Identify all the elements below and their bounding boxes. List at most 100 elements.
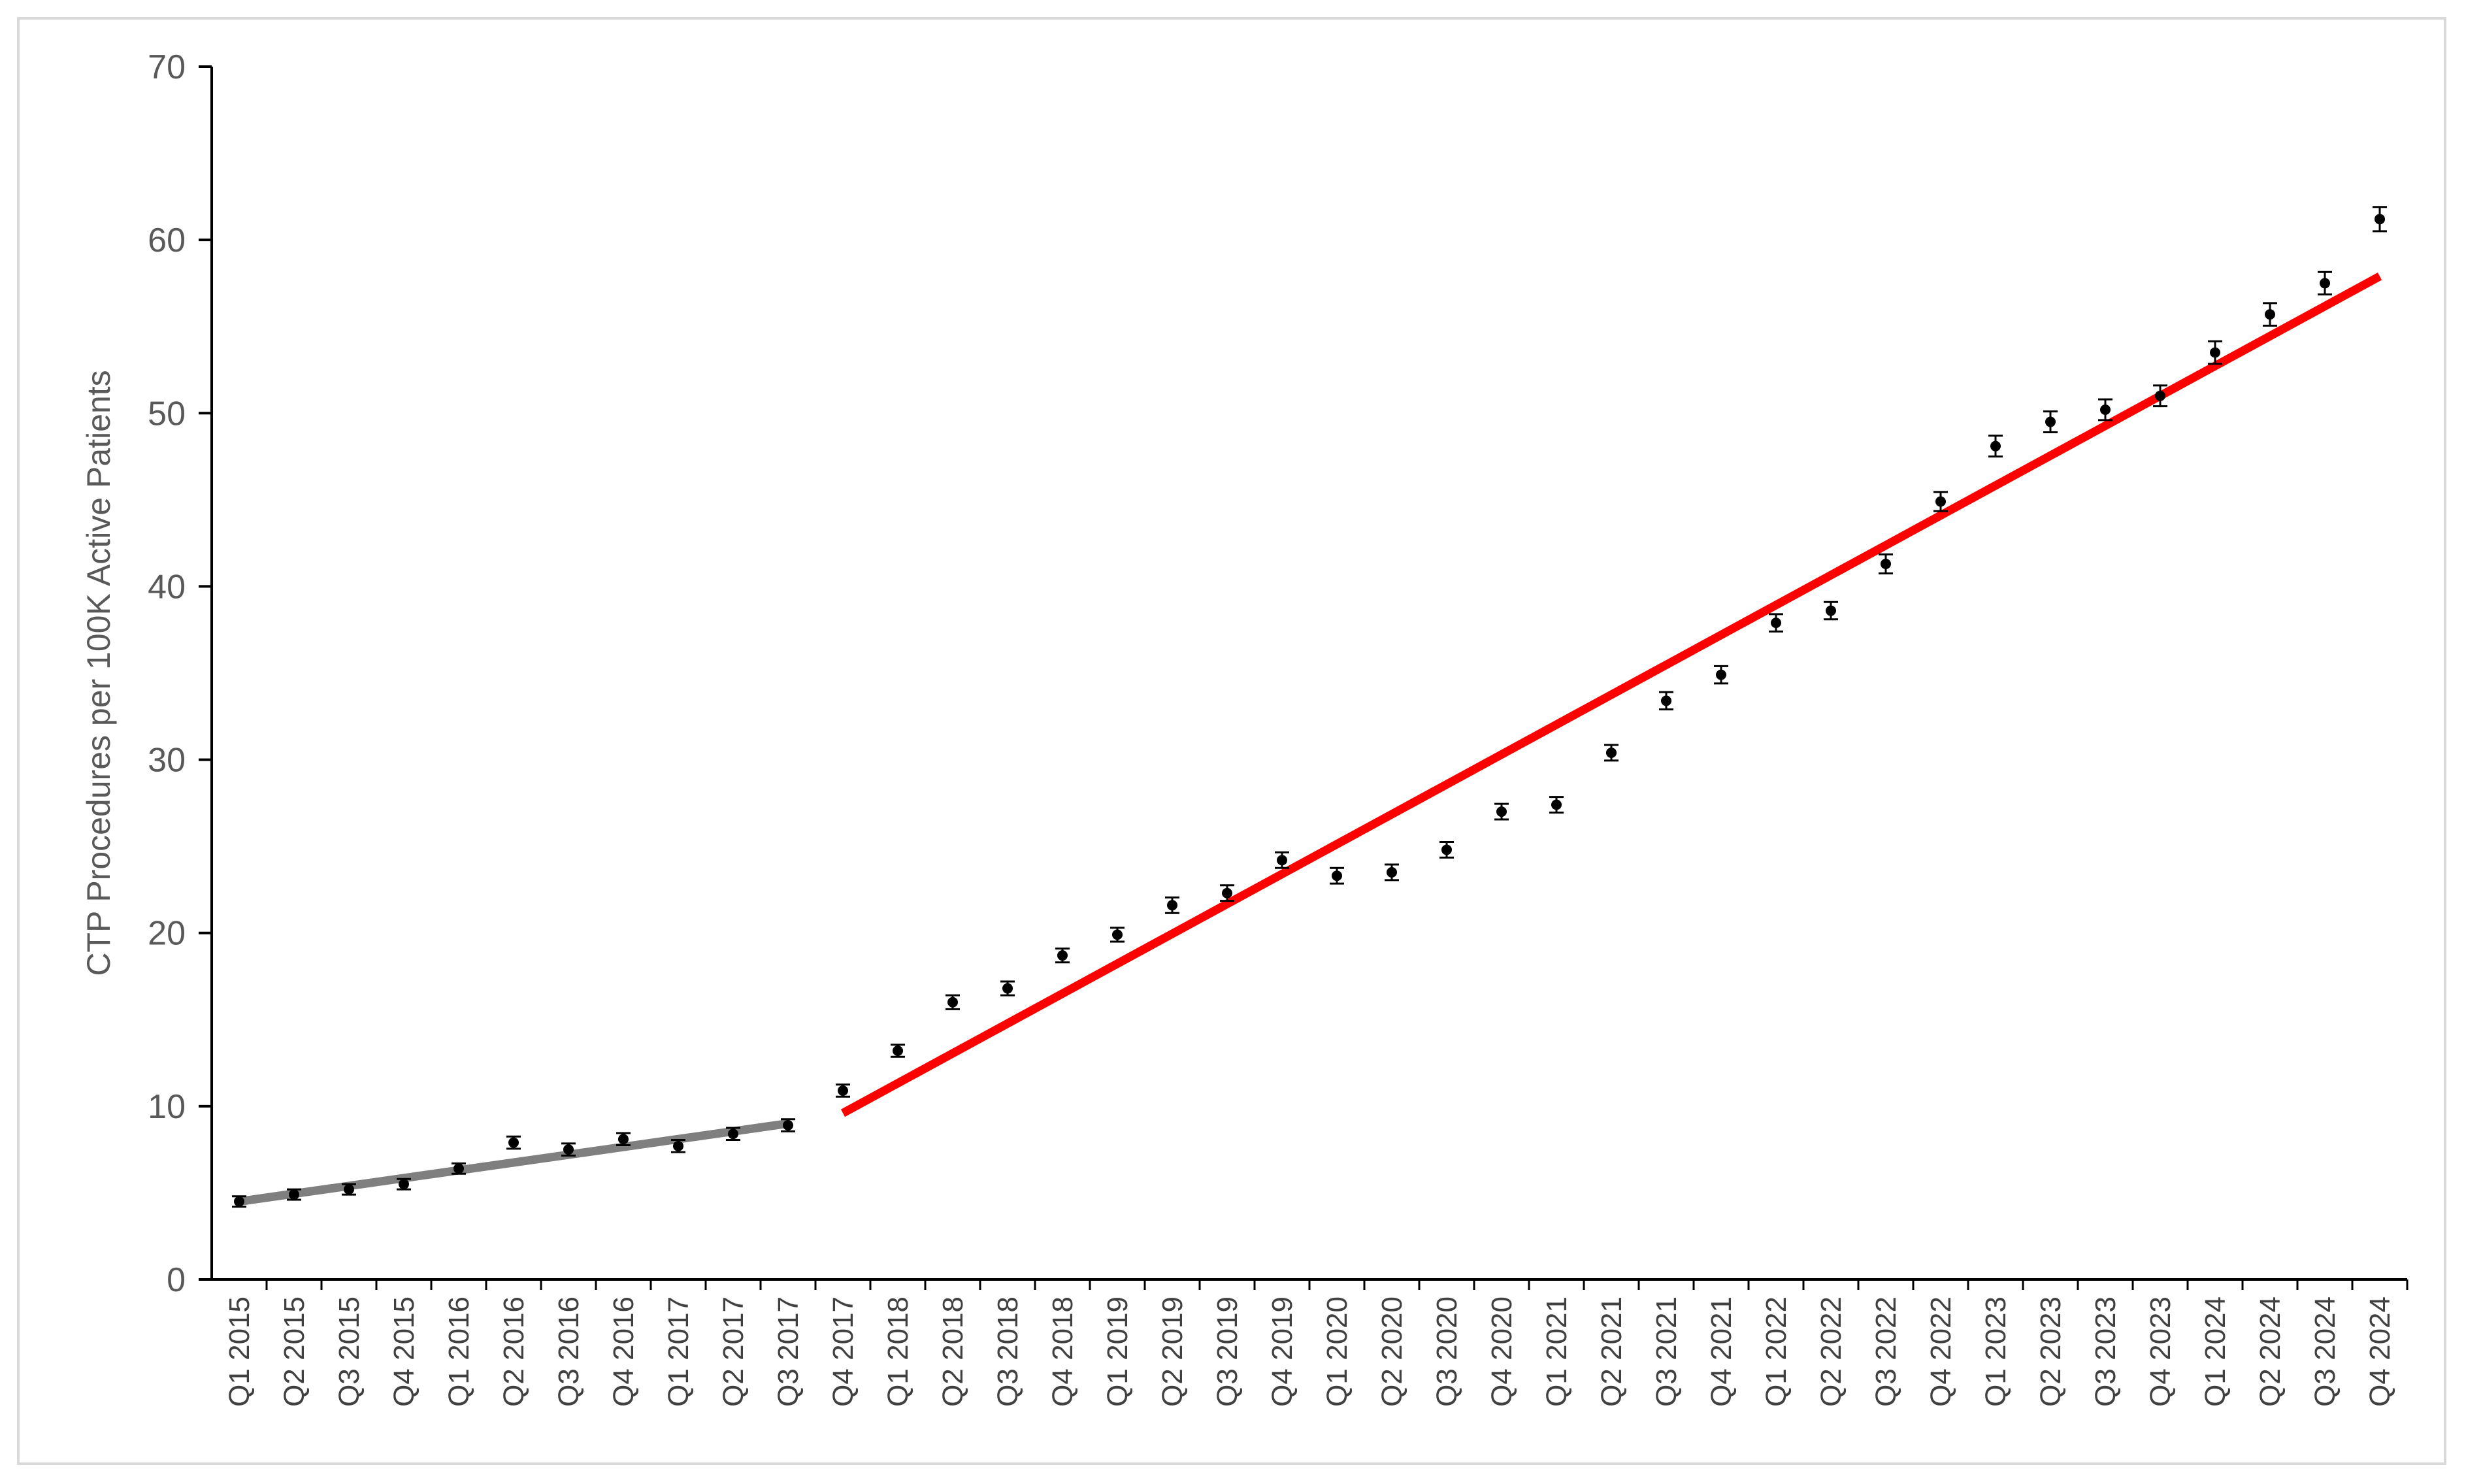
x-tick-label: Q1 2015 <box>223 1296 255 1407</box>
data-point <box>618 1134 629 1145</box>
y-tick-label: 50 <box>148 395 186 433</box>
x-tick-label: Q4 2017 <box>827 1296 859 1407</box>
x-tick-label: Q3 2021 <box>1651 1296 1683 1407</box>
y-tick-label: 10 <box>148 1088 186 1126</box>
x-tick-label: Q1 2023 <box>1980 1296 2012 1407</box>
data-point <box>1661 695 1671 706</box>
x-tick-label: Q3 2017 <box>772 1296 804 1407</box>
x-tick-label: Q3 2016 <box>553 1296 585 1407</box>
y-tick-label: 0 <box>167 1261 186 1299</box>
data-point <box>1496 806 1507 817</box>
x-tick-label: Q4 2024 <box>2364 1296 2396 1407</box>
data-point <box>1441 844 1452 855</box>
x-tick-label: Q2 2020 <box>1376 1296 1408 1407</box>
x-tick-label: Q4 2015 <box>388 1296 420 1407</box>
data-point <box>2155 390 2165 401</box>
x-tick-label: Q1 2018 <box>882 1296 914 1407</box>
x-tick-label: Q4 2019 <box>1266 1296 1298 1407</box>
data-point <box>1826 605 1836 616</box>
x-tick-label: Q1 2021 <box>1541 1296 1573 1407</box>
data-point <box>1332 870 1342 882</box>
trendline-pre <box>238 1119 789 1206</box>
trendline-post <box>840 272 2382 1117</box>
y-tick-label: 70 <box>148 48 186 86</box>
x-tick-label: Q4 2021 <box>1705 1296 1737 1407</box>
data-point <box>947 997 958 1008</box>
x-tick-label: Q3 2020 <box>1431 1296 1463 1407</box>
x-tick-label: Q2 2023 <box>2035 1296 2067 1407</box>
y-tick-label: 30 <box>148 742 186 780</box>
trendlines <box>238 272 2382 1206</box>
x-tick-label: Q2 2021 <box>1596 1296 1628 1407</box>
data-point <box>289 1189 299 1200</box>
x-tick-label: Q3 2018 <box>992 1296 1024 1407</box>
data-point <box>399 1179 409 1190</box>
data-point <box>2210 347 2220 358</box>
data-point <box>1387 866 1397 878</box>
data-point <box>563 1144 574 1155</box>
axes <box>199 65 2408 1290</box>
data-point <box>783 1120 793 1131</box>
data-point <box>1222 887 1232 899</box>
data-point <box>893 1046 903 1057</box>
x-tick-label: Q4 2016 <box>608 1296 640 1407</box>
data-point <box>2045 416 2056 427</box>
data-point <box>1551 799 1562 810</box>
x-tick-label: Q1 2016 <box>443 1296 475 1407</box>
x-tick-label: Q1 2017 <box>663 1296 695 1407</box>
data-point <box>673 1140 683 1151</box>
data-point <box>1057 950 1068 961</box>
x-tick-label: Q1 2022 <box>1760 1296 1792 1407</box>
y-tick-labels: 0 10 20 30 40 50 60 70 <box>148 48 186 1299</box>
x-tick-label: Q2 2018 <box>937 1296 969 1407</box>
x-tick-label: Q3 2023 <box>2090 1296 2122 1407</box>
y-tick-label: 20 <box>148 915 186 953</box>
chart-frame: CTP Procedures per 100K Active Patients … <box>17 17 2446 1465</box>
data-point <box>344 1184 354 1195</box>
x-tick-label: Q2 2024 <box>2254 1296 2286 1407</box>
x-tick-label: Q2 2017 <box>717 1296 749 1407</box>
data-point <box>1277 855 1287 866</box>
x-tick-label: Q2 2015 <box>278 1296 310 1407</box>
x-tick-label: Q2 2019 <box>1157 1296 1189 1407</box>
x-tick-label: Q1 2020 <box>1321 1296 1353 1407</box>
data-point <box>234 1196 244 1207</box>
x-tick-label: Q4 2018 <box>1047 1296 1079 1407</box>
x-tick-label: Q3 2024 <box>2309 1296 2341 1407</box>
x-tick-label: Q3 2015 <box>333 1296 365 1407</box>
chart: CTP Procedures per 100K Active Patients … <box>80 48 2408 1407</box>
x-tick-labels: Q1 2015 Q2 2015 Q3 2015 Q4 2015 Q1 2016 Q2 20… <box>223 1296 2396 1407</box>
data-point <box>2265 309 2275 320</box>
data-points <box>234 214 2385 1207</box>
x-tick-label: Q1 2024 <box>2199 1296 2231 1407</box>
error-bars <box>232 206 2387 1208</box>
data-point <box>2320 278 2330 289</box>
y-tick-label: 40 <box>148 568 186 606</box>
data-point <box>1167 900 1177 911</box>
data-point <box>2100 404 2111 415</box>
x-tick-label: Q2 2022 <box>1815 1296 1847 1407</box>
data-point <box>838 1085 848 1096</box>
data-point <box>1606 747 1617 758</box>
x-tick-label: Q4 2022 <box>1925 1296 1957 1407</box>
data-point <box>453 1163 464 1174</box>
x-tick-label: Q3 2022 <box>1870 1296 1902 1407</box>
y-axis-title-group: CTP Procedures per 100K Active Patients <box>80 370 117 976</box>
data-point <box>1935 496 1946 507</box>
data-point <box>1716 669 1726 680</box>
data-point <box>1002 983 1013 994</box>
x-tick-label: Q4 2020 <box>1486 1296 1518 1407</box>
x-tick-label: Q3 2019 <box>1211 1296 1243 1407</box>
x-tick-label: Q1 2019 <box>1102 1296 1134 1407</box>
data-point <box>1990 440 2001 452</box>
data-point <box>1881 558 1891 569</box>
y-tick-label: 60 <box>148 222 186 259</box>
data-point <box>2375 214 2385 225</box>
x-tick-label: Q4 2023 <box>2145 1296 2177 1407</box>
data-point <box>728 1129 738 1140</box>
x-tick-label: Q2 2016 <box>498 1296 530 1407</box>
data-point <box>508 1137 519 1148</box>
data-point <box>1112 929 1123 940</box>
data-point <box>1771 618 1781 629</box>
y-axis-title: CTP Procedures per 100K Active Patients <box>80 370 117 976</box>
